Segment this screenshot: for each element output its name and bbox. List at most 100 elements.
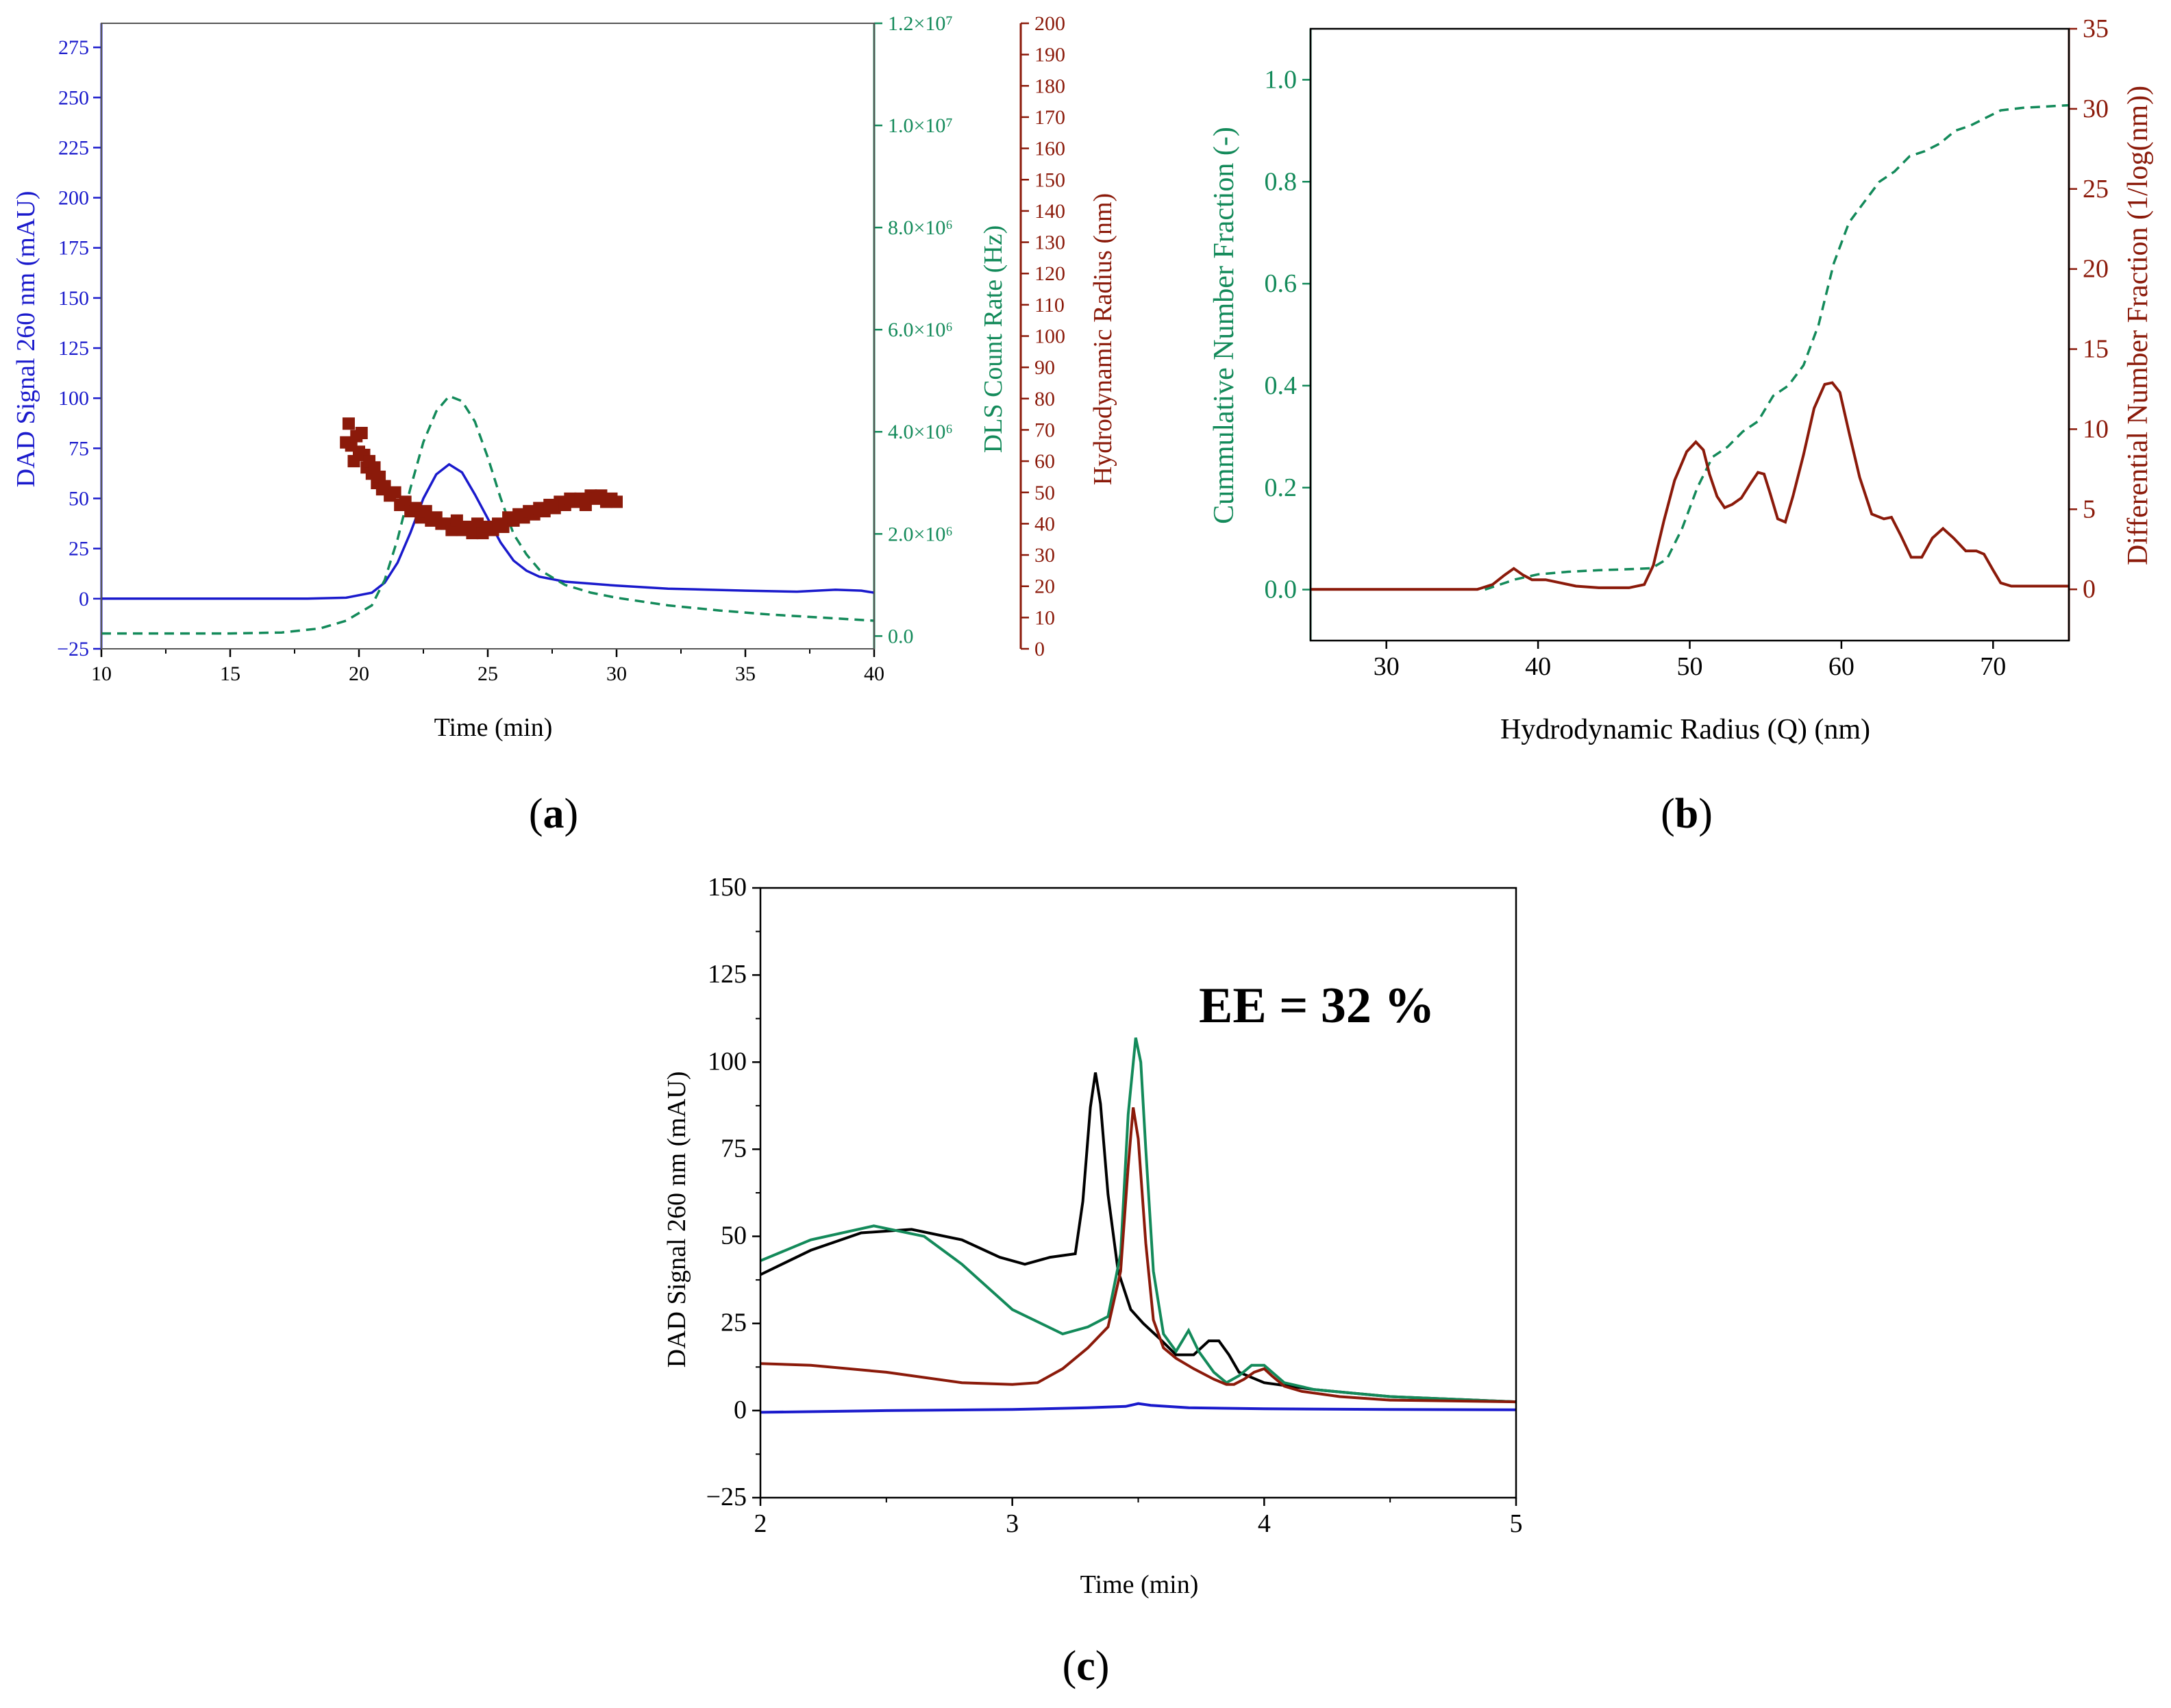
panel-b-plot-frame bbox=[1309, 27, 2070, 642]
panel-a-left-tick-label: 175 bbox=[58, 237, 89, 260]
panel-a-right2-tick-label: 120 bbox=[1034, 262, 1065, 285]
panel-a-left-tick-label: 50 bbox=[69, 488, 89, 510]
panel-a-radius-marker bbox=[388, 486, 401, 499]
panel-c: −25 0 25 50 75 100 125 150 2 3 4 5 EE = 32 % Time (… bbox=[662, 873, 1523, 1690]
panel-c-y-tick-label: 150 bbox=[708, 873, 747, 902]
panel-a-left-tick-label: −25 bbox=[57, 638, 89, 660]
panel-c-x-tick-label: 3 bbox=[1006, 1509, 1019, 1538]
panel-a-x-tick-label: 25 bbox=[477, 663, 498, 685]
panel-a-right2-tick-label: 70 bbox=[1034, 419, 1055, 441]
panel-c-y-tick-label: 0 bbox=[734, 1396, 747, 1424]
panel-b-ticks: 0.0 0.2 0.4 0.6 0.8 1.0 0 5 10 15 20 25 30 35 30 40 50 60… bbox=[1265, 14, 2109, 681]
panel-c-y-tick-label: 50 bbox=[721, 1222, 747, 1250]
panel-c-label: (c) bbox=[1063, 1643, 1110, 1690]
panel-a-left-tick-label: 225 bbox=[58, 136, 89, 159]
panel-a-right1-tick-label: 4.0×10⁶ bbox=[888, 421, 953, 443]
panel-c-black-trace bbox=[760, 1072, 1517, 1404]
panel-c-y-tick-label: 100 bbox=[708, 1047, 747, 1076]
panel-a-right2-tick-label: 90 bbox=[1034, 356, 1055, 379]
panel-b-right-tick-label: 35 bbox=[2083, 14, 2109, 43]
panel-a-radius-marker bbox=[466, 527, 479, 540]
panel-b-right-tick-label: 20 bbox=[2083, 255, 2109, 284]
panel-b-x-tick-label: 60 bbox=[1828, 652, 1854, 681]
panel-a-radius-marker bbox=[497, 520, 510, 533]
panel-b-x-tick-label: 30 bbox=[1374, 652, 1400, 681]
panel-c-y-tick-label: 125 bbox=[708, 960, 747, 989]
panel-a-x-tick-label: 35 bbox=[735, 663, 756, 685]
panel-a-radius-marker bbox=[471, 517, 484, 530]
panel-b-xlabel: Hydrodynamic Radius (Q) (nm) bbox=[1500, 714, 1870, 745]
panel-a-radius-marker bbox=[342, 417, 355, 430]
panel-a-left-tick-label: 0 bbox=[79, 588, 89, 610]
panel-b: 0.0 0.2 0.4 0.6 0.8 1.0 0 5 10 15 20 25 30 35 30 40 50 60… bbox=[1208, 14, 2154, 837]
panel-a-right2-tick-label: 140 bbox=[1034, 200, 1065, 223]
panel-a-left-tick-label: 150 bbox=[58, 287, 89, 310]
panel-b-right-tick-label: 5 bbox=[2083, 495, 2096, 523]
panel-a-ylabel-left: DAD Signal 260 nm (mAU) bbox=[12, 191, 40, 488]
panel-b-label: (b) bbox=[1661, 791, 1713, 837]
panel-b-x-tick-label: 40 bbox=[1525, 652, 1551, 681]
panel-b-x-tick-label: 50 bbox=[1677, 652, 1703, 681]
panel-b-right-tick-label: 15 bbox=[2083, 335, 2109, 364]
panel-c-x-tick-label: 5 bbox=[1510, 1509, 1523, 1538]
panel-a-radius-marker bbox=[347, 455, 360, 468]
panel-a-right2-tick-label: 0 bbox=[1034, 638, 1045, 660]
panel-a-hydrodynamic-radius-markers bbox=[340, 417, 623, 540]
panel-a-right2-tick-label: 20 bbox=[1034, 575, 1055, 598]
panel-a-right2-tick-label: 180 bbox=[1034, 75, 1065, 97]
panel-a-right2-tick-label: 50 bbox=[1034, 482, 1055, 504]
panel-a-right1-tick-label: 8.0×10⁶ bbox=[888, 216, 953, 239]
panel-c-darkred-trace bbox=[760, 1107, 1517, 1404]
panel-a-xlabel: Time (min) bbox=[434, 713, 553, 742]
panel-a-x-tick-label: 40 bbox=[864, 663, 884, 685]
panel-a-dad-signal-line bbox=[101, 462, 875, 600]
panel-b-left-tick-label: 0.6 bbox=[1265, 269, 1298, 298]
panel-a-right2-tick-label: 170 bbox=[1034, 106, 1065, 129]
panel-a-radius-marker bbox=[368, 461, 381, 474]
panel-b-differential-fraction-line bbox=[1311, 381, 2069, 591]
panel-a-ylabel-right2: Hydrodynamic Radius (nm) bbox=[1089, 193, 1117, 485]
panel-a-right2-tick-label: 30 bbox=[1034, 544, 1055, 567]
panel-a-left-tick-label: 250 bbox=[58, 86, 89, 109]
panel-a-radius-marker bbox=[409, 502, 422, 515]
panel-a-left-tick-label: 200 bbox=[58, 187, 89, 210]
panel-a-right1-tick-label: 1.0×10⁷ bbox=[888, 114, 953, 137]
panel-b-left-tick-label: 0.0 bbox=[1265, 575, 1298, 604]
panel-c-y-tick-label: −25 bbox=[706, 1483, 747, 1511]
panel-a-right2-tick-label: 80 bbox=[1034, 388, 1055, 410]
panel-a-x-tick-label: 15 bbox=[220, 663, 240, 685]
panel-a-label: (a) bbox=[529, 791, 578, 837]
panel-b-left-tick-label: 1.0 bbox=[1265, 65, 1298, 94]
panel-a-right1-tick-label: 6.0×10⁶ bbox=[888, 319, 953, 341]
panel-c-y-tick-label: 25 bbox=[721, 1309, 747, 1337]
panel-a-x-tick-label: 20 bbox=[349, 663, 369, 685]
panel-a-radius-marker bbox=[445, 523, 458, 536]
panel-c-ylabel: DAD Signal 260 nm (mAU) bbox=[662, 1072, 691, 1368]
panel-a-dls-count-rate-line bbox=[101, 395, 875, 635]
panel-b-ylabel-right: Differential Number Fraction (1/log(nm)) bbox=[2122, 86, 2154, 565]
panel-a-right2-tick-label: 40 bbox=[1034, 512, 1055, 535]
panel-a-right2-tick-label: 190 bbox=[1034, 44, 1065, 66]
panel-a-right2-tick-label: 130 bbox=[1034, 232, 1065, 254]
panel-c-x-tick-label: 4 bbox=[1258, 1509, 1271, 1538]
panel-a-right2-tick-label: 160 bbox=[1034, 138, 1065, 160]
panel-a-right2-tick-label: 100 bbox=[1034, 325, 1065, 348]
panel-a-radius-marker bbox=[399, 495, 412, 508]
panel-a-right2-tick-label: 150 bbox=[1034, 169, 1065, 191]
panel-b-cumulative-fraction-line bbox=[1485, 103, 2070, 591]
panel-a-right2-tick-label: 200 bbox=[1034, 12, 1065, 35]
panel-c-green-trace bbox=[760, 1037, 1517, 1404]
panel-a-right2-tick-label: 110 bbox=[1034, 294, 1065, 317]
panel-a-x-tick-label: 10 bbox=[91, 663, 112, 685]
panel-a-x-tick-label: 30 bbox=[606, 663, 627, 685]
panel-a-radius-marker bbox=[610, 495, 623, 508]
panel-b-left-tick-label: 0.4 bbox=[1265, 371, 1298, 400]
panel-c-x-tick-label: 2 bbox=[754, 1509, 767, 1538]
panel-a-radius-marker bbox=[373, 470, 386, 483]
panel-a-radius-marker bbox=[355, 427, 368, 440]
panel-c-y-tick-label: 75 bbox=[721, 1134, 747, 1163]
panel-a-radius-marker bbox=[579, 499, 592, 512]
panel-b-ylabel-left: Cummulative Number Fraction (-) bbox=[1208, 127, 1240, 524]
